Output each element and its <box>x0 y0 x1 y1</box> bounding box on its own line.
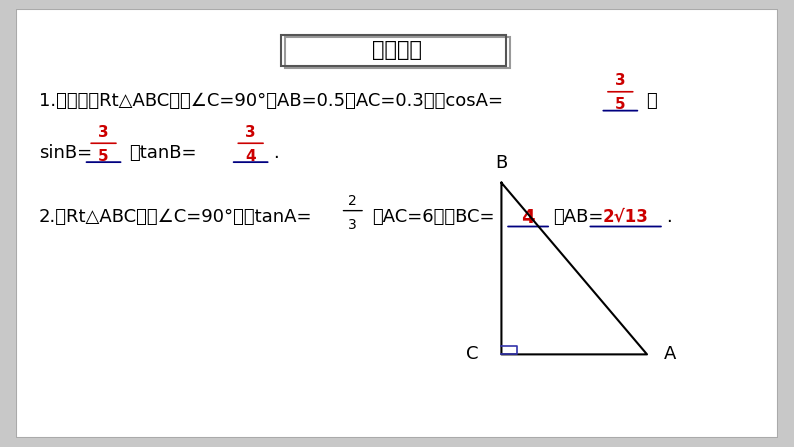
Text: 2√13: 2√13 <box>603 208 649 226</box>
Text: ，: ， <box>646 92 657 110</box>
Text: 3: 3 <box>245 125 256 139</box>
Text: 4: 4 <box>245 149 256 164</box>
Text: 1.如图，在Rt△ABC中，∠C=90°，AB=0.5，AC=0.3，则cosA=: 1.如图，在Rt△ABC中，∠C=90°，AB=0.5，AC=0.3，则cosA… <box>39 92 503 110</box>
Text: .: . <box>273 143 279 162</box>
Text: ，AB=: ，AB= <box>553 208 603 226</box>
Text: .: . <box>666 208 672 226</box>
Text: 3: 3 <box>98 125 109 139</box>
Text: C: C <box>466 346 479 363</box>
Text: sinB=: sinB= <box>39 143 92 162</box>
Text: 3: 3 <box>349 218 357 232</box>
Text: ，tanB=: ，tanB= <box>129 143 197 162</box>
Text: 5: 5 <box>98 149 109 164</box>
Text: 知识精讲: 知识精讲 <box>372 40 422 60</box>
Text: 4: 4 <box>522 207 535 227</box>
Text: 5: 5 <box>615 97 626 112</box>
Text: 3: 3 <box>615 73 626 88</box>
Text: B: B <box>495 154 507 173</box>
Text: 2.在Rt△ABC中，∠C=90°，若tanA=: 2.在Rt△ABC中，∠C=90°，若tanA= <box>39 208 312 226</box>
Text: A: A <box>664 346 676 363</box>
Text: ，AC=6，则BC=: ，AC=6，则BC= <box>372 208 495 226</box>
Text: 2: 2 <box>349 194 357 208</box>
